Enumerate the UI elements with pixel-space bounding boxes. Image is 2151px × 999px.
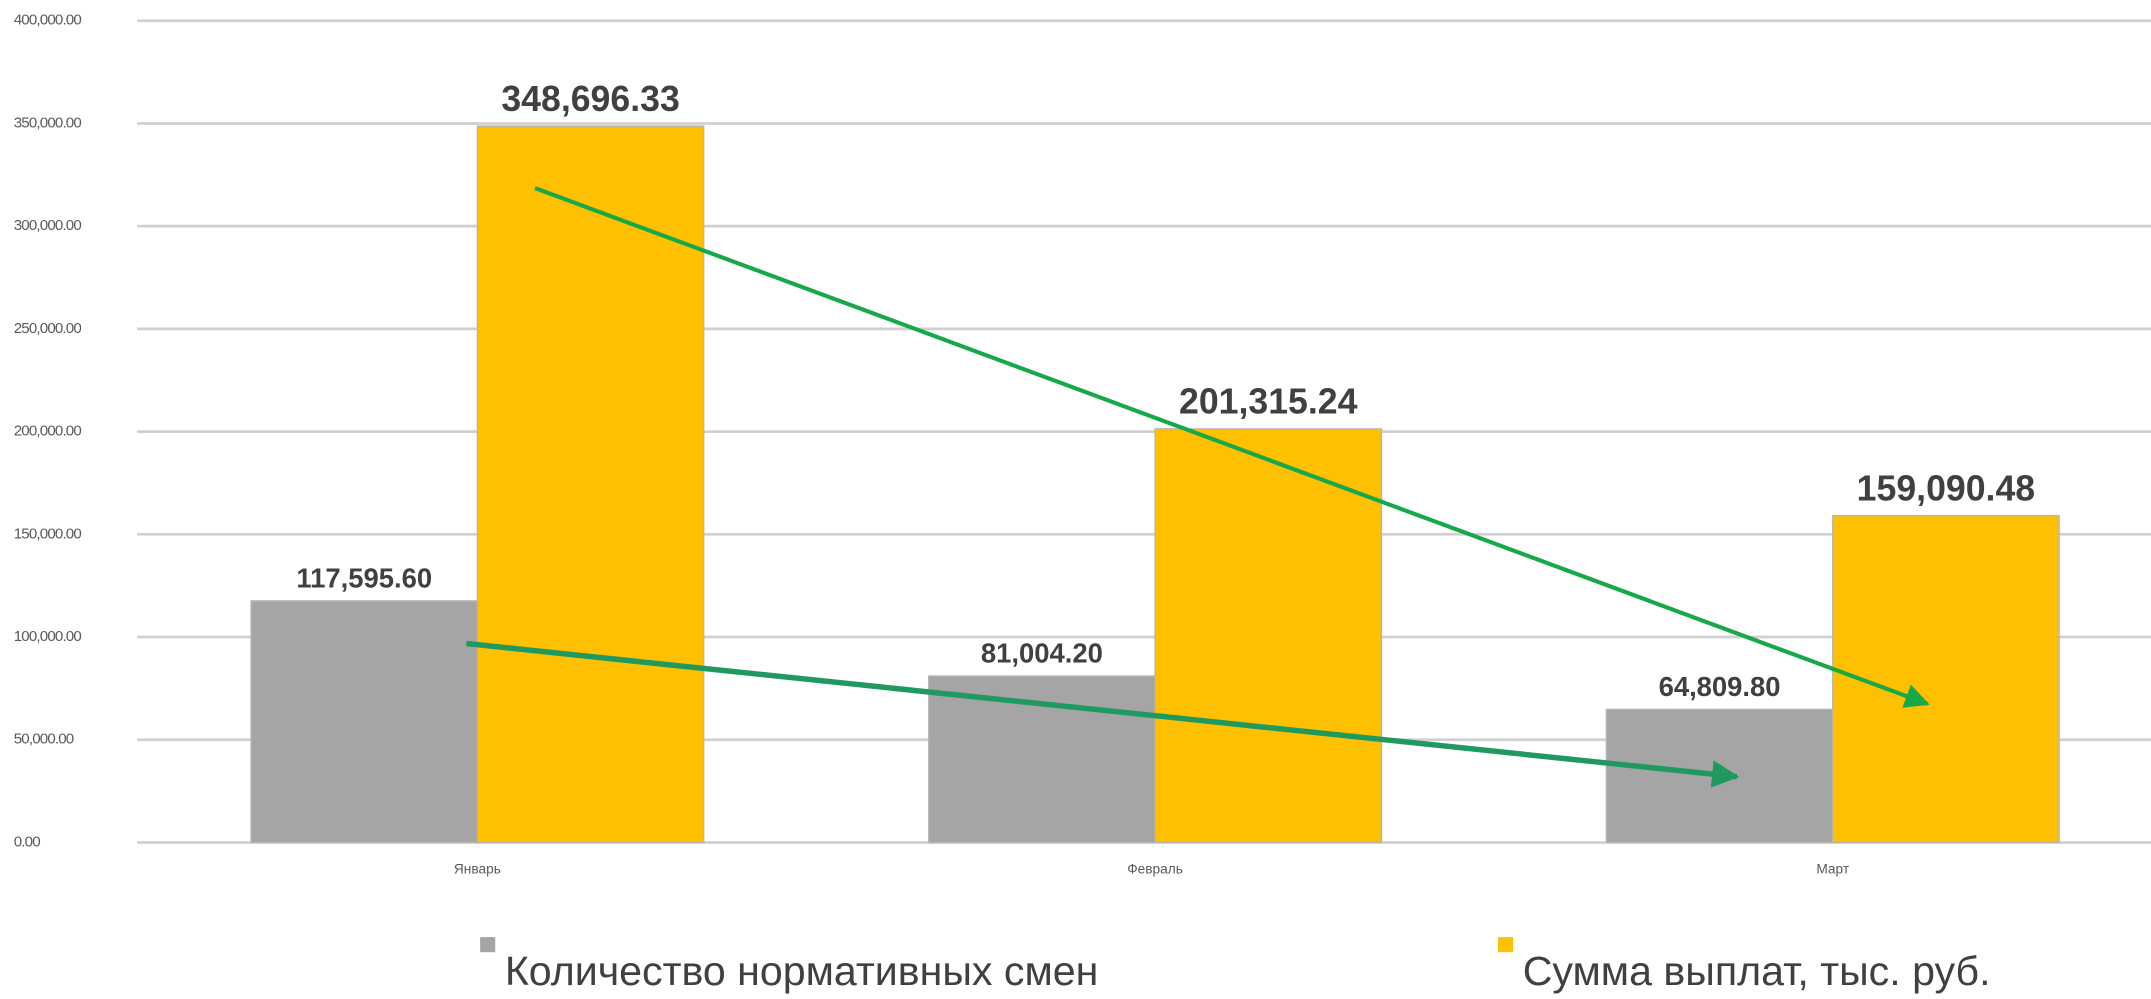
x-tick-label: Январь <box>454 862 501 877</box>
y-tick-label: 0.00 <box>14 833 40 850</box>
data-label: 159,090.48 <box>1857 468 2035 508</box>
bar <box>1154 428 1383 844</box>
data-label: 117,595.60 <box>296 563 432 594</box>
y-tick-label: 50,000.00 <box>14 731 74 748</box>
data-label: 64,809.80 <box>1659 671 1781 702</box>
bar <box>250 600 479 844</box>
y-tick-label: 100,000.00 <box>14 628 82 645</box>
bar <box>476 125 705 844</box>
legend-label: Количество нормативных смен <box>505 948 1099 994</box>
legend-swatch <box>1498 937 1514 953</box>
data-label: 348,696.33 <box>501 79 679 119</box>
y-tick-label: 200,000.00 <box>14 423 82 440</box>
legend-swatch <box>480 937 496 953</box>
legend-label: Сумма выплат, тыс. руб. <box>1523 948 1991 994</box>
x-tick-label: Февраль <box>1127 862 1183 877</box>
plot-area: 0.00 50,000.00 100,000.00 150,000.00 200,000… <box>14 12 2151 994</box>
x-tick-label: Март <box>1816 862 1850 877</box>
data-label: 81,004.20 <box>981 638 1103 669</box>
bar <box>928 675 1156 844</box>
y-tick-label: 300,000.00 <box>14 217 82 234</box>
y-tick-label: 350,000.00 <box>14 114 82 131</box>
trend-arrow <box>534 186 1930 708</box>
trend-arrow <box>466 640 1740 788</box>
y-tick-label: 400,000.00 <box>14 12 82 29</box>
y-tick-label: 150,000.00 <box>14 525 82 542</box>
data-label: 201,315.24 <box>1179 382 1358 422</box>
bar <box>1832 514 2060 844</box>
y-tick-label: 250,000.00 <box>14 320 82 337</box>
